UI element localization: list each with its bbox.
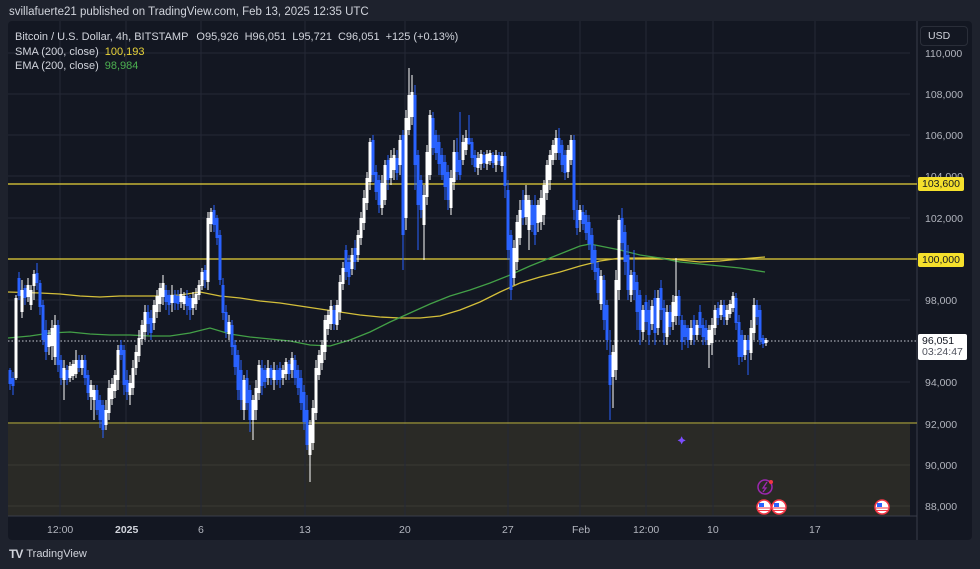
x-tick: 17: [809, 524, 821, 536]
tradingview-logo-icon: TV: [9, 547, 23, 561]
ohlc-high: H96,051: [244, 31, 287, 43]
ema-line: [8, 243, 766, 347]
y-tick: 106,000: [925, 130, 963, 142]
ohlc-change: +125 (+0.13%): [385, 31, 459, 43]
x-tick: 13: [299, 524, 311, 536]
event-marker-us-3[interactable]: [874, 499, 890, 515]
publisher-line: svillafuerte21 published on TradingView.…: [9, 6, 369, 18]
price-chart[interactable]: [8, 21, 972, 540]
sma-line: [8, 256, 766, 319]
ohlc-close: C96,051: [337, 31, 380, 43]
x-tick: 6: [198, 524, 204, 536]
event-marker-us-1[interactable]: [756, 499, 772, 515]
currency-button[interactable]: USD: [920, 26, 968, 46]
ema-label: EMA (200, close): [15, 60, 99, 72]
y-tick: 88,000: [925, 501, 958, 513]
y-tick: 92,000: [925, 419, 958, 431]
x-tick: 12:00: [633, 524, 660, 536]
x-tick: 20: [399, 524, 411, 536]
x-tick: 27: [502, 524, 514, 536]
legend-symbol-row[interactable]: Bitcoin / U.S. Dollar, 4h, BITSTAMP O95,…: [15, 30, 458, 45]
legend-sma-row[interactable]: SMA (200, close) 100,193: [15, 45, 458, 60]
event-marker-us-2[interactable]: [771, 499, 787, 515]
bar-countdown: 03:24:47: [922, 346, 963, 358]
y-tick: 90,000: [925, 460, 958, 472]
x-tick: Feb: [572, 524, 591, 536]
ohlc-low: L95,721: [292, 31, 332, 43]
y-tick: 108,000: [925, 89, 963, 101]
event-marker-lightning[interactable]: [677, 436, 773, 495]
footer-branding[interactable]: TV TradingView: [9, 547, 87, 561]
y-tick: 110,000: [925, 48, 963, 60]
ohlc-open: O95,926: [196, 31, 239, 43]
chart-legend: Bitcoin / U.S. Dollar, 4h, BITSTAMP O95,…: [15, 30, 458, 74]
x-tick: 12:00: [47, 524, 74, 536]
grid-horizontal: [8, 52, 910, 507]
price-tag-100000: 100,000: [918, 253, 964, 267]
candles: [8, 68, 768, 482]
grid-vertical: [59, 21, 816, 516]
sma-value: 100,193: [104, 45, 145, 58]
ema-value: 98,984: [104, 60, 139, 72]
legend-ema-row[interactable]: EMA (200, close) 98,984: [15, 59, 458, 74]
current-price-value: 96,051: [922, 335, 955, 347]
chart-frame[interactable]: [8, 21, 972, 540]
sma-label: SMA (200, close): [15, 45, 99, 58]
brand-name: TradingView: [26, 548, 87, 560]
symbol-name: Bitcoin / U.S. Dollar, 4h, BITSTAMP: [15, 31, 189, 43]
y-tick: 94,000: [925, 377, 958, 389]
price-tag-103600: 103,600: [918, 177, 964, 191]
y-tick: 98,000: [925, 295, 958, 307]
x-tick: 10: [707, 524, 719, 536]
current-price-tag: 96,051 03:24:47: [918, 334, 967, 360]
x-tick-year: 2025: [115, 524, 139, 536]
y-tick: 102,000: [925, 213, 963, 225]
